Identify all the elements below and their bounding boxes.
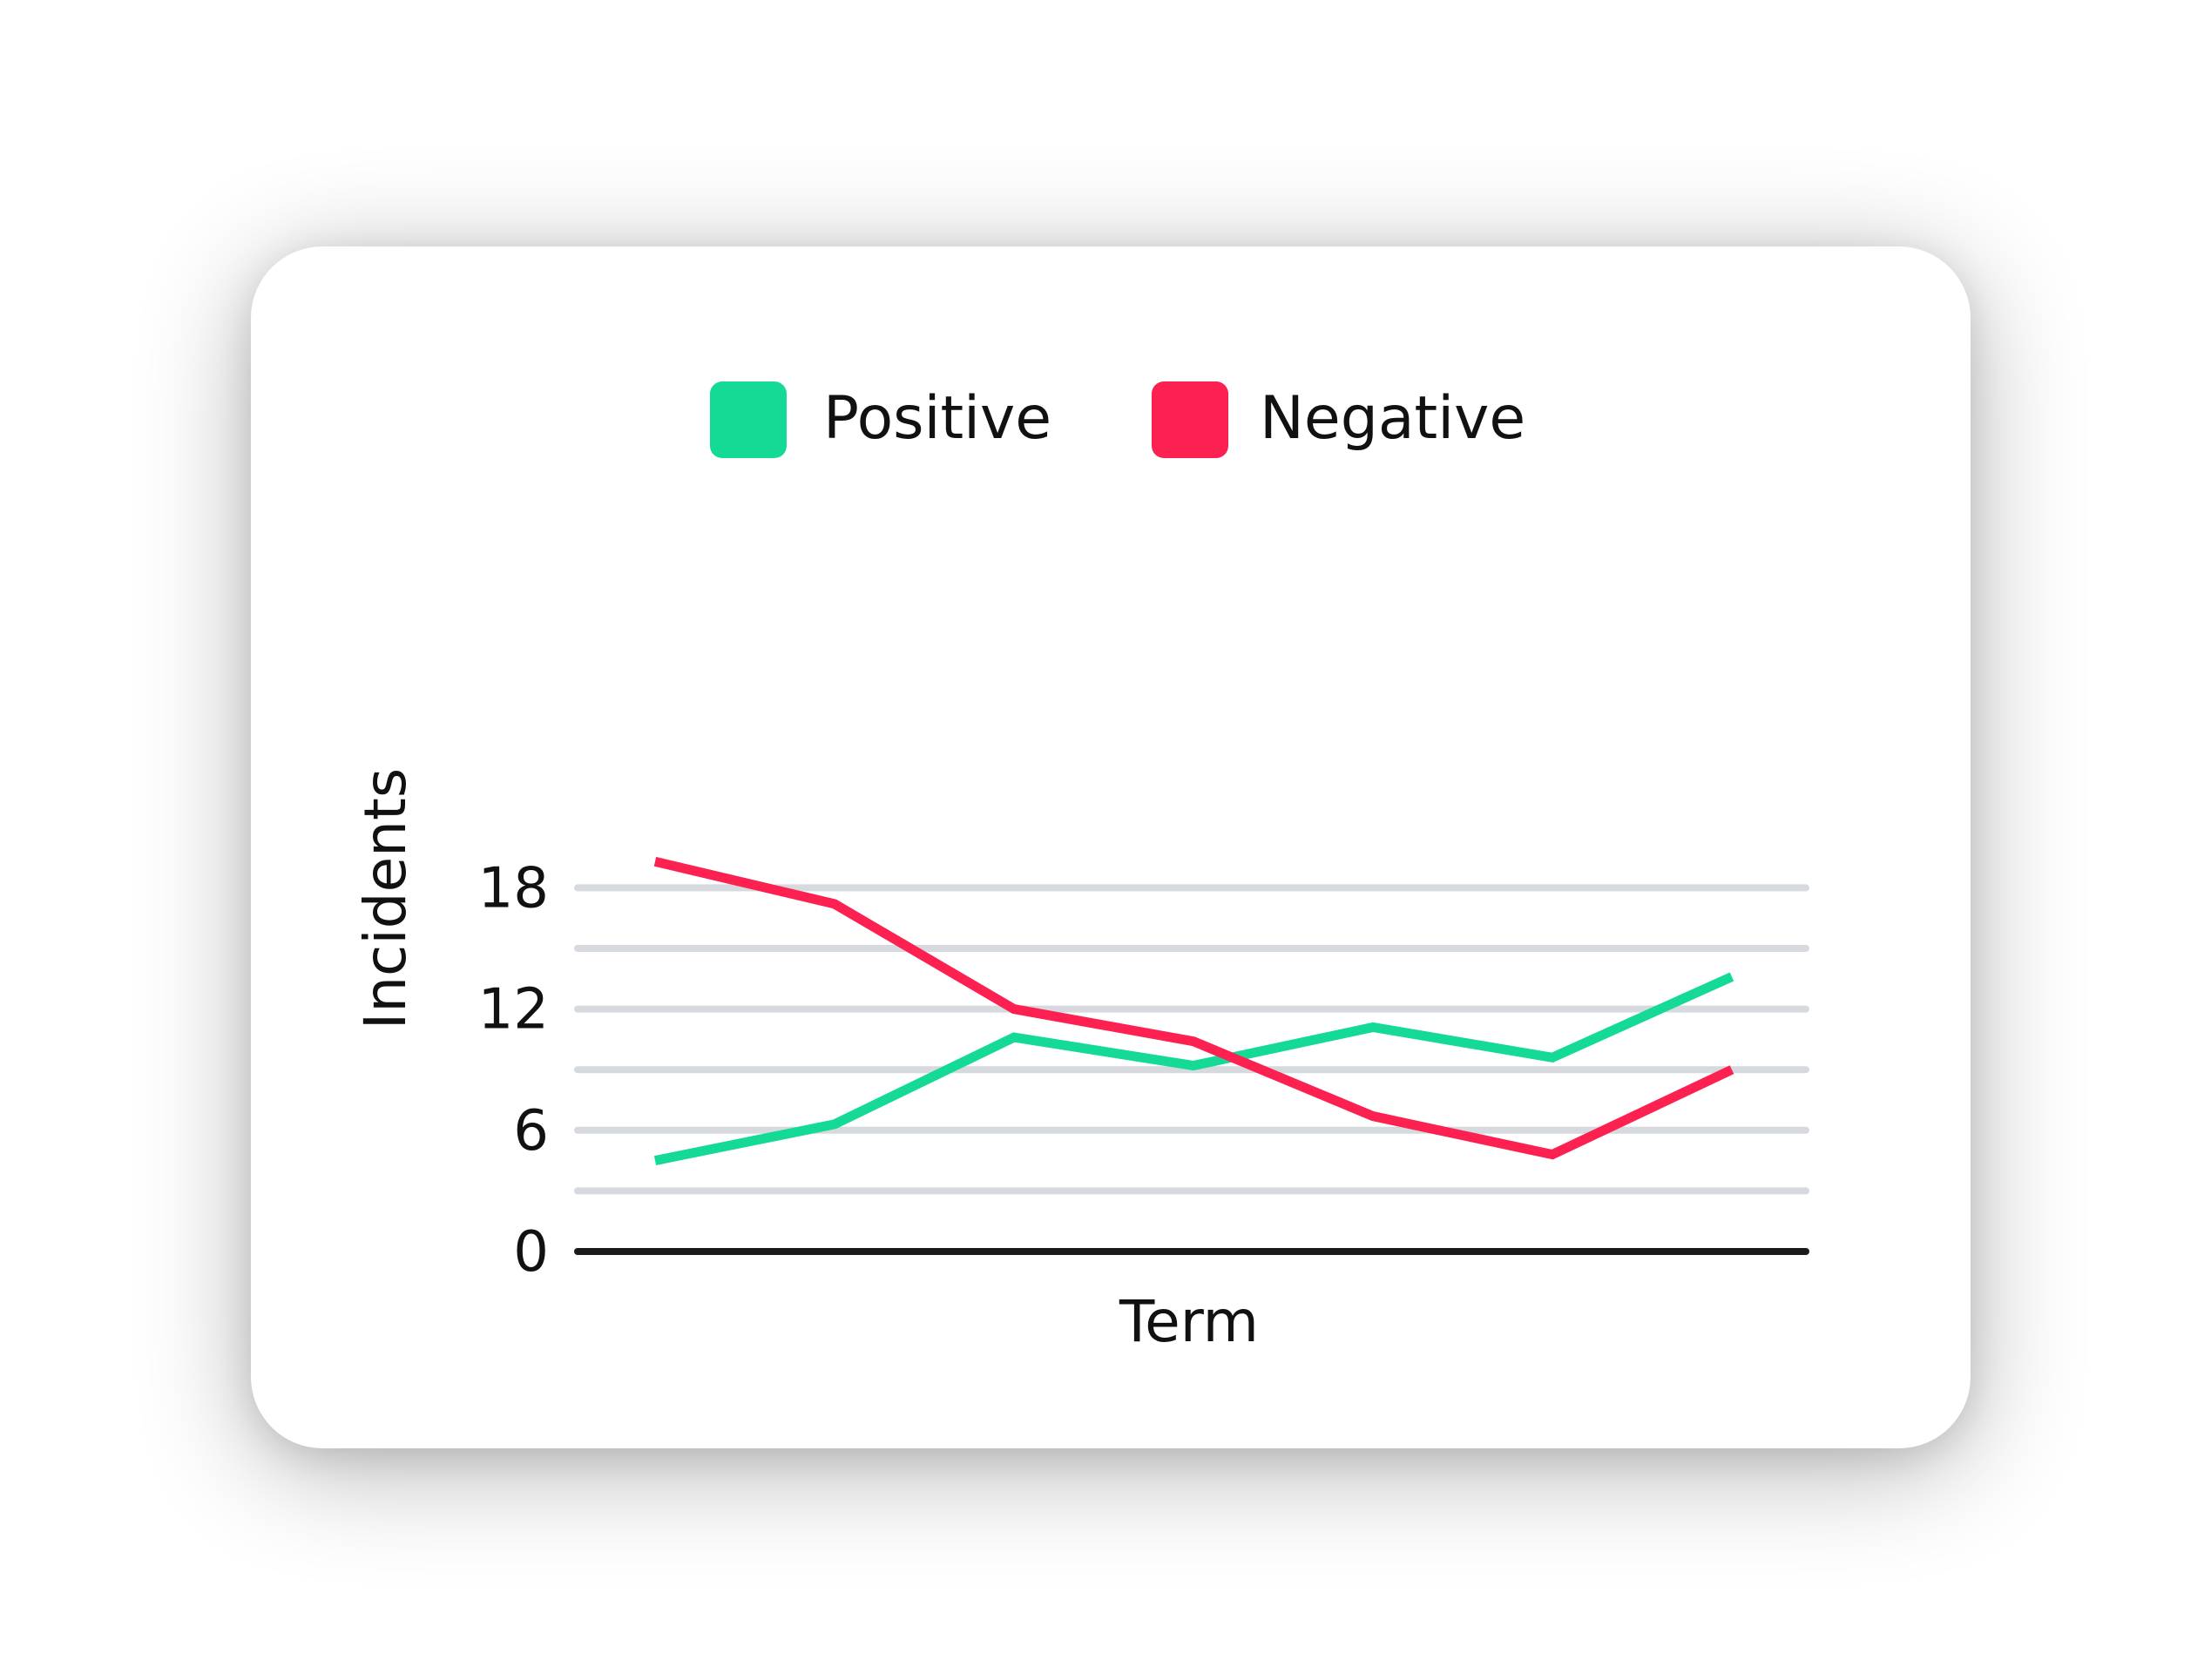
legend-swatch-negative bbox=[1152, 381, 1228, 458]
x-axis-title: Term bbox=[1119, 1288, 1259, 1355]
y-tick-label-6: 6 bbox=[513, 1099, 549, 1164]
legend-label-positive: Positive bbox=[823, 384, 1051, 453]
legend-item-negative: Negative bbox=[1152, 381, 1525, 458]
y-axis-title: Incidents bbox=[352, 768, 419, 1030]
y-tick-label-0: 0 bbox=[513, 1220, 549, 1285]
y-tick-label-12: 12 bbox=[478, 978, 549, 1042]
series-layer bbox=[653, 856, 1734, 1165]
legend-label-negative: Negative bbox=[1260, 384, 1525, 453]
y-tick-label-18: 18 bbox=[478, 856, 549, 921]
legend-item-positive: Positive bbox=[710, 381, 1051, 458]
legend: Positive Negative bbox=[710, 381, 1525, 458]
y-axis-ticks: 0 6 12 18 bbox=[478, 856, 549, 1285]
legend-swatch-positive bbox=[710, 381, 787, 458]
